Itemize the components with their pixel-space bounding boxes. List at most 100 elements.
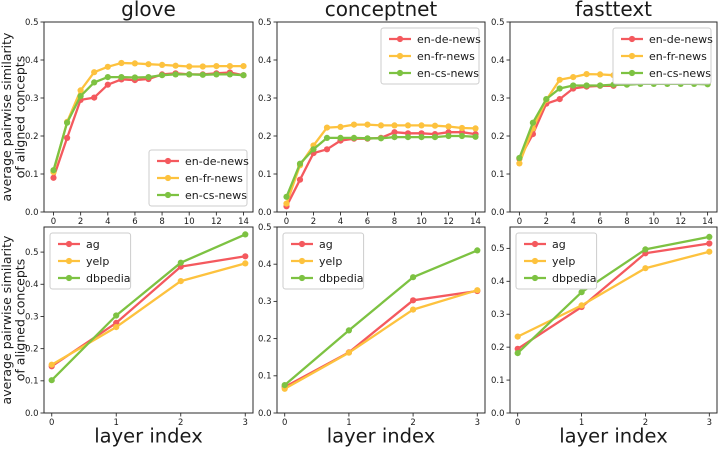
subplot-glove-news: 0.0 0.1 0.2 0.3 0.4 0.5 0 2 4 6 8 10 12 14 glove averag… [0,0,254,227]
series-marker-en-cs-news [310,146,317,153]
x-tick-label: 1 [114,418,119,428]
series-marker-en-cs-news [283,193,290,200]
legend-marker [396,35,404,43]
x-tick-label: 1 [579,418,584,428]
x-tick-label: 2 [311,217,316,227]
y-tick-label: 0.1 [491,376,505,386]
series-marker-en-cs-news [337,134,344,141]
series-marker-en-fr-news [159,61,166,68]
y-tick-label: 0.2 [25,132,39,142]
legend-box [49,232,132,290]
series-marker-en-cs-news [597,82,604,89]
legend-box [612,27,712,85]
legend-marker [164,157,172,165]
series-marker-en-de-news [64,134,71,141]
y-tick-label: 0.3 [25,312,39,322]
series-marker-yelp [642,265,649,272]
series-marker-yelp [578,302,585,309]
series-marker-en-fr-news [104,63,111,70]
legend-marker [396,69,404,77]
series-marker-en-fr-news [226,63,233,70]
legend: ag yelp dbpedia [515,232,598,290]
y-tick-label: 0.4 [491,56,505,66]
x-axis-label: layer index [94,425,202,448]
y-tick-label: 0.1 [25,170,39,180]
legend-marker [65,257,73,265]
legend-box [148,149,248,207]
series-marker-en-cs-news [296,160,304,167]
y-tick-label: 0.0 [258,409,272,419]
series-marker-en-fr-news [377,122,385,129]
legend-item-ag: ag [524,238,566,251]
series-line-yelp [516,250,711,338]
series-marker-en-fr-news [283,200,290,207]
x-tick-label: 3 [243,418,248,428]
series-marker-en-cs-news [350,134,358,141]
series-marker-en-fr-news [458,124,466,132]
legend-item-en-fr-news: en-fr-news [157,172,243,185]
x-tick-label: 4 [105,217,110,227]
legend-item-dbpedia: dbpedia [58,272,131,285]
legend: ag yelp dbpedia [49,232,132,290]
y-axis-label: of aligned concepts [13,56,28,178]
legend-label: en-de-news [185,155,249,168]
y-tick-label: 0.5 [25,18,39,28]
y-tick-label: 0.3 [258,94,272,104]
series-line-dbpedia [516,235,711,355]
series-marker-en-de-news [91,94,98,101]
y-tick-label: 0.2 [491,343,505,353]
legend-marker [531,240,539,248]
y-tick-label: 0.5 [258,18,272,28]
legend-label: yelp [319,255,342,268]
series-marker-dbpedia [113,312,120,319]
series-marker-en-fr-news [240,63,247,70]
subplot-fasttext-topics: 0.0 0.1 0.2 0.3 0.4 0.5 0 1 2 3 layer index ag yelp d… [491,226,718,448]
legend-marker [164,174,172,182]
legend: en-de-news en-fr-news en-cs-news [380,27,481,85]
series-marker-en-cs-news [199,71,206,78]
series-marker-en-fr-news [91,69,98,76]
axes-frame [43,226,254,414]
legend-box [515,232,598,290]
legend-label: en-fr-news [185,172,243,185]
legend-label: en-de-news [649,33,713,46]
y-tick-label: 0.4 [25,280,39,290]
series-line-ag [516,242,711,350]
legend-item-yelp: yelp [291,255,342,268]
x-tick-label: 12 [211,217,222,227]
axes-frame [43,21,254,213]
x-tick-label: 4 [338,217,343,227]
axes-frame [276,226,486,414]
legend-label: ag [86,238,100,251]
x-tick-label: 2 [544,217,549,227]
x-tick-label: 3 [707,418,712,428]
series-line-dbpedia [50,233,247,382]
x-tick-label: 1 [346,418,351,428]
series-marker-en-cs-news [50,167,57,174]
series-marker-en-cs-news [529,119,537,126]
series-marker-en-cs-news [583,82,590,89]
x-tick-label: 0 [284,217,289,227]
series-line-yelp [283,289,479,390]
subplot-conceptnet-topics: 0.0 0.1 0.2 0.3 0.4 0.5 0 1 2 3 layer index ag yelp d… [258,223,486,448]
series-marker-ag [242,253,249,260]
legend-marker [628,52,636,60]
x-tick-label: 2 [410,418,415,428]
x-tick-label: 0 [51,217,56,227]
legend-label: yelp [552,255,575,268]
y-tick-label: 0.4 [258,56,272,66]
chart-title: fasttext [575,0,652,21]
legend: en-de-news en-fr-news en-cs-news [148,149,249,207]
y-axis-label: average pairwise similarity [0,32,14,202]
legend-item-yelp: yelp [58,255,109,268]
y-tick-label: 0.2 [25,344,39,354]
series-marker-en-fr-news [145,61,152,68]
y-tick-label: 0.3 [25,94,39,104]
series-marker-en-cs-news [64,119,71,126]
series-marker-en-cs-news [77,93,84,100]
chart-title: glove [121,0,176,21]
y-axis-label: average pairwise similarity [0,235,14,405]
series-marker-en-fr-news [213,63,220,70]
legend-label: en-cs-news [649,67,711,80]
